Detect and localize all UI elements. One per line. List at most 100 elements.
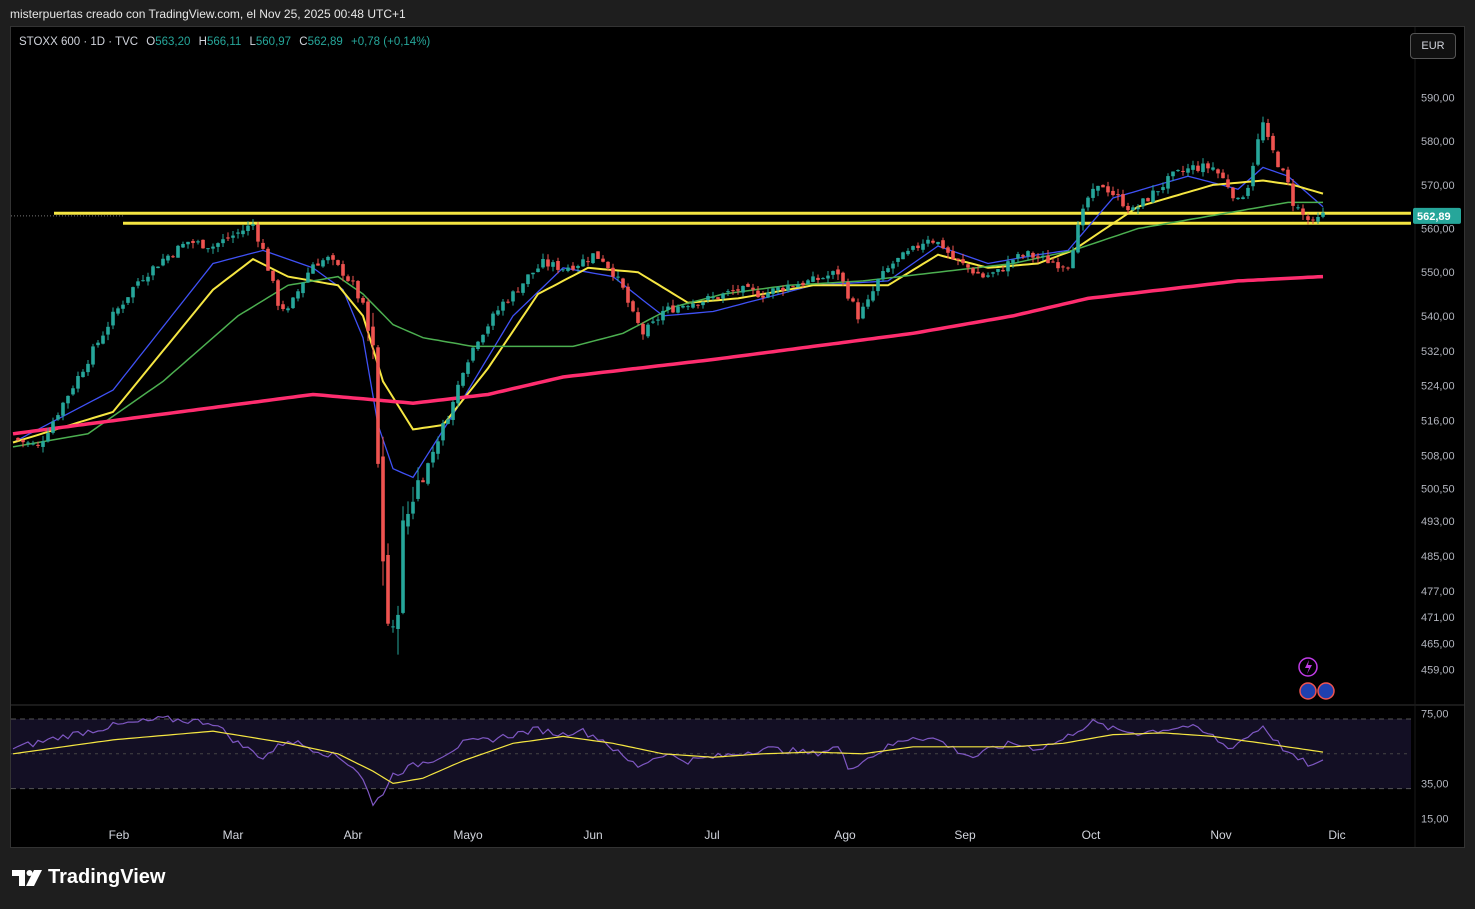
candle-body [831, 271, 835, 275]
candle-body [1016, 254, 1020, 259]
candle-body [436, 441, 440, 454]
candle-body [476, 341, 480, 349]
candle-body [296, 291, 300, 299]
candle-body [1011, 259, 1015, 263]
price-tick-label: 590,00 [1421, 93, 1455, 105]
candle-body [1036, 256, 1040, 258]
candle-body [776, 287, 780, 291]
last-price-tag-label: 562,89 [1417, 211, 1451, 223]
candle-body [981, 273, 985, 278]
candle-body [196, 241, 200, 243]
candle-body [846, 282, 850, 299]
candle-body [701, 301, 705, 306]
price-tick-label: 493,00 [1421, 516, 1455, 528]
candle-body [101, 335, 105, 344]
candle-body [1251, 165, 1255, 187]
candle-body [1156, 191, 1160, 193]
time-tick-label: Ago [834, 828, 856, 842]
candle-body [971, 268, 975, 274]
candle-body [486, 326, 490, 334]
candle-body [246, 225, 250, 231]
candle-body [306, 272, 310, 283]
candle-body [901, 252, 905, 260]
candle-body [1316, 217, 1320, 222]
candle-body [411, 501, 415, 514]
candle-body [786, 284, 790, 291]
candle-body [466, 362, 470, 374]
candle-body [391, 626, 395, 628]
time-tick-label: Nov [1210, 828, 1231, 842]
candle-body [271, 270, 275, 281]
flash-event-icon [1298, 657, 1318, 677]
candle-body [91, 346, 95, 365]
price-tick-label: 471,00 [1421, 612, 1455, 624]
candle-body [626, 286, 630, 303]
candle-body [356, 280, 360, 299]
candle-body [606, 261, 610, 269]
candle-body [1181, 170, 1185, 172]
candle-body [946, 247, 950, 253]
candle-body [431, 451, 435, 463]
candle-body [1166, 176, 1170, 189]
candle-body [146, 276, 150, 282]
candle-body [816, 277, 820, 280]
time-tick-label: Mayo [453, 828, 483, 842]
price-tick-label: 500,50 [1421, 483, 1455, 495]
chart-panel[interactable]: 590,00 580,00 570,00 560,00 550,00 540,00 532,… [10, 26, 1465, 848]
candle-body [171, 256, 175, 258]
candle-body [801, 282, 805, 286]
candle-body [211, 246, 215, 249]
candle-body [1141, 198, 1145, 207]
chart-svg[interactable]: 590,00 580,00 570,00 560,00 550,00 540,00 532,… [11, 27, 1465, 848]
low-label: L [249, 36, 256, 48]
candle-body [1151, 190, 1155, 203]
eu-flag-event-icon [1299, 682, 1317, 700]
candle-body [906, 250, 910, 255]
price-tick-label: 560,00 [1421, 224, 1455, 236]
candle-body [151, 266, 155, 276]
candle-body [276, 280, 280, 306]
rsi-tick-label: 35,00 [1421, 778, 1449, 790]
open-label: O [146, 36, 156, 48]
candle-body [581, 259, 585, 267]
candle-body [491, 313, 495, 326]
time-tick-label: Jul [704, 828, 719, 842]
last-price-tag: 562,89 [1413, 207, 1461, 224]
time-tick-label: Jun [583, 828, 602, 842]
candle-body [1056, 262, 1060, 269]
currency-button[interactable]: EUR [1410, 33, 1456, 59]
candle-body [751, 287, 755, 290]
price-tick-label: 465,00 [1421, 638, 1455, 650]
candle-body [321, 260, 325, 267]
candle-body [526, 274, 530, 285]
low-value: 560,97 [255, 36, 292, 48]
candle-body [836, 269, 840, 275]
price-tick-label: 550,00 [1421, 267, 1455, 279]
price-tick-label: 524,00 [1421, 381, 1455, 393]
candle-body [711, 297, 715, 299]
candle-body [706, 296, 710, 301]
change-value: +0,78 (+0,14%) [350, 36, 431, 48]
candle-body [381, 456, 385, 562]
candle-body [1296, 207, 1300, 209]
candle-body [1221, 172, 1225, 179]
candle-body [1121, 194, 1125, 207]
candle-body [1171, 171, 1175, 177]
candle-body [1201, 163, 1205, 173]
candle-body [966, 264, 970, 268]
candle-body [516, 291, 520, 293]
candle-body [76, 376, 80, 389]
candle-body [156, 266, 160, 269]
close-label: C [299, 36, 308, 48]
candle-body [31, 443, 35, 445]
price-tick-label: 532,00 [1421, 346, 1455, 358]
candle-body [1126, 205, 1130, 211]
candle-body [266, 248, 270, 271]
candle-body [236, 232, 240, 234]
candle-body [621, 278, 625, 288]
time-tick-label: Dic [1328, 828, 1345, 842]
candle-body [291, 297, 295, 309]
candle-body [1051, 261, 1055, 263]
candle-body [1246, 187, 1250, 196]
candle-body [1226, 179, 1230, 188]
